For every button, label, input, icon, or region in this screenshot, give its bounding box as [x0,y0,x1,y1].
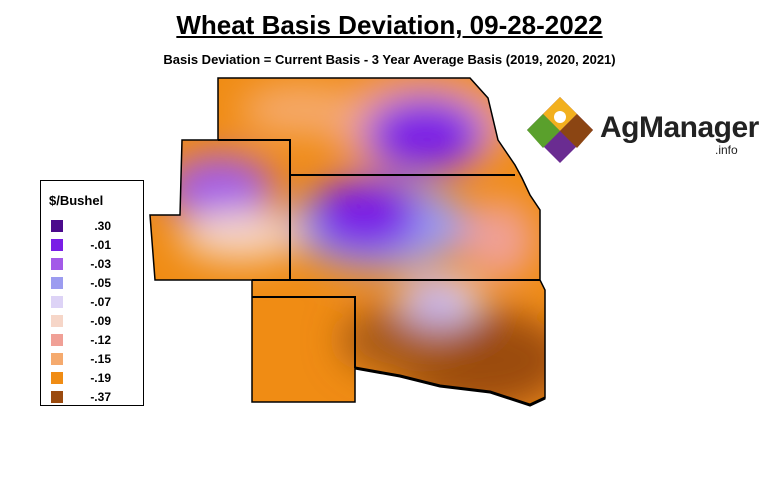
legend-swatch [51,314,63,327]
legend-item: -.15 [51,349,143,368]
legend-label: -.07 [90,294,111,309]
legend-label: -.03 [90,256,111,271]
legend-label: -.37 [90,389,111,404]
legend-swatch [51,276,63,289]
state-borders [149,77,546,407]
legend-item: -.01 [51,235,143,254]
heat-surface [150,78,545,405]
legend-label: -.05 [90,275,111,290]
legend-title: $/Bushel [49,193,104,208]
legend-swatch [51,390,63,403]
legend-label: -.15 [90,351,111,366]
legend-label: .30 [94,218,111,233]
legend-item: -.19 [51,368,143,387]
legend-item: -.37 [51,387,143,406]
legend: $/Bushel .30 -.01 -.03 -.05 -.07 -.09 -.12 -.15… [40,180,144,406]
legend-swatch [51,219,63,232]
logo-name: AgManager [600,111,759,144]
legend-label: -.01 [90,237,111,252]
legend-label: -.19 [90,370,111,385]
legend-swatch [51,352,63,365]
legend-item: -.09 [51,311,143,330]
legend-swatch [51,333,63,346]
subtitle: Basis Deviation = Current Basis - 3 Year… [163,52,616,67]
legend-item: -.03 [51,254,143,273]
legend-swatch [51,295,63,308]
legend-swatch [51,238,63,251]
legend-item: -.07 [51,292,143,311]
legend-swatch [51,257,63,270]
legend-label: -.09 [90,313,111,328]
legend-label: -.12 [90,332,111,347]
legend-swatch [51,371,63,384]
title: Wheat Basis Deviation, 09-28-2022 [176,10,603,40]
legend-item: .30 [51,216,143,235]
legend-item: -.12 [51,330,143,349]
legend-item: -.05 [51,273,143,292]
logo-suffix: .info [715,143,738,157]
logo-icon [527,97,593,163]
logo: AgManager .info [525,95,759,165]
